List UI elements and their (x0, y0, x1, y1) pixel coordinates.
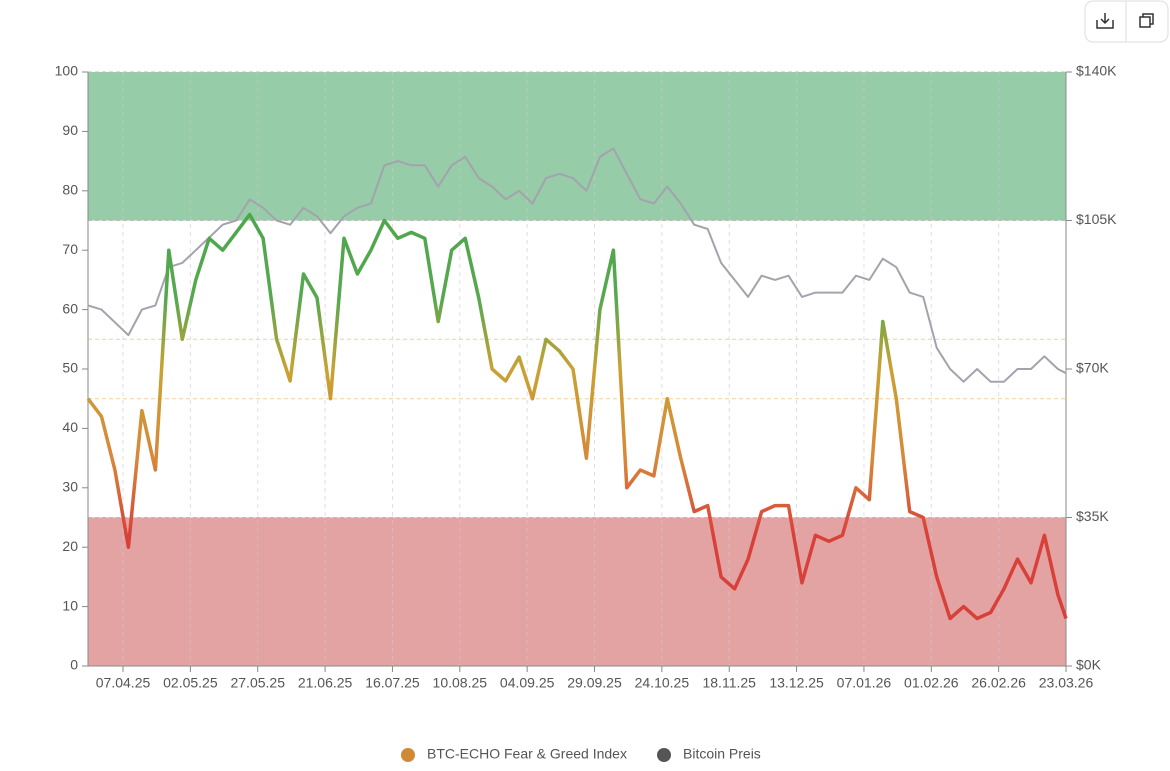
copy-button[interactable] (1139, 13, 1154, 28)
legend-label: Bitcoin Preis (683, 746, 761, 762)
legend: BTC-ECHO Fear & Greed Index Bitcoin Prei… (401, 746, 761, 762)
y2-tick-label: $70K (1076, 360, 1109, 376)
legend-label: BTC-ECHO Fear & Greed Index (427, 746, 627, 762)
y2-tick-label: $0K (1076, 657, 1102, 673)
y-tick-label: 10 (62, 597, 78, 613)
y-tick-label: 40 (62, 419, 78, 435)
y2-tick-label: $35K (1076, 508, 1109, 524)
legend-swatch (657, 748, 671, 762)
x-tick-label: 01.02.26 (904, 675, 959, 691)
x-tick-label: 26.02.26 (971, 675, 1026, 691)
zone (88, 517, 1066, 666)
x-tick-label: 07.04.25 (96, 675, 151, 691)
x-tick-label: 29.09.25 (567, 675, 622, 691)
series-line (86, 212, 1068, 621)
x-tick-label: 13.12.25 (769, 675, 824, 691)
x-tick-label: 16.07.25 (365, 675, 420, 691)
y-tick-label: 100 (55, 63, 79, 79)
y-tick-label: 50 (62, 360, 78, 376)
y-tick-label: 30 (62, 479, 78, 495)
download-button[interactable] (1096, 13, 1114, 29)
x-tick-label: 27.05.25 (230, 675, 285, 691)
y2-tick-label: $105K (1076, 211, 1117, 227)
zone (88, 72, 1066, 221)
x-tick-label: 23.03.26 (1039, 675, 1094, 691)
x-tick-label: 18.11.25 (702, 675, 756, 691)
legend-swatch (401, 748, 415, 762)
toolbar (1084, 0, 1169, 43)
x-tick-label: 24.10.25 (635, 675, 690, 691)
y-tick-label: 70 (62, 241, 78, 257)
x-tick-label: 07.01.26 (837, 675, 892, 691)
y-tick-label: 20 (62, 538, 78, 554)
x-tick-label: 04.09.25 (500, 675, 555, 691)
series-line (87, 147, 1067, 383)
y-tick-label: 60 (62, 300, 78, 316)
y-tick-label: 80 (62, 182, 78, 198)
y-tick-label: 90 (62, 122, 78, 138)
y-tick-label: 0 (70, 657, 78, 673)
x-tick-label: 02.05.25 (163, 675, 218, 691)
y2-tick-label: $140K (1076, 63, 1117, 79)
x-tick-label: 10.08.25 (433, 675, 488, 691)
x-tick-label: 21.06.25 (298, 675, 353, 691)
